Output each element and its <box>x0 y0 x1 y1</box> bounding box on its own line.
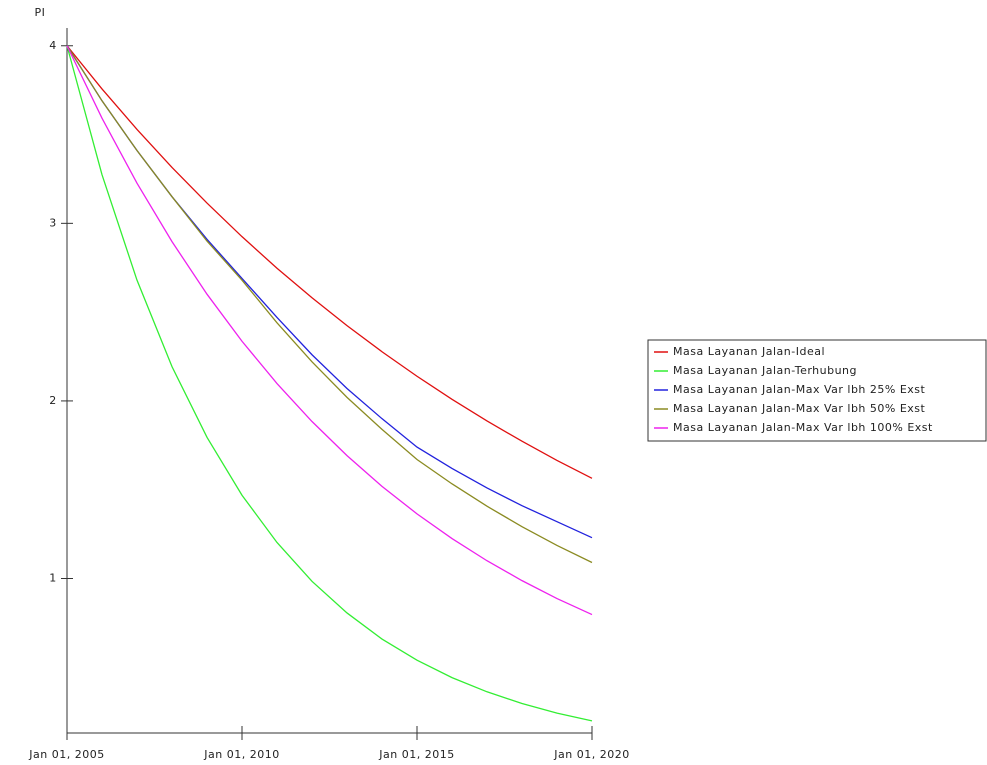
legend-label: Masa Layanan Jalan-Max Var lbh 50% Exst <box>673 402 926 415</box>
x-tick-label: Jan 01, 2010 <box>203 748 279 761</box>
y-tick-label: 3 <box>49 216 57 229</box>
y-tick-label: 4 <box>49 39 57 52</box>
y-axis-label: PI <box>35 6 46 19</box>
series-line <box>67 46 592 721</box>
legend-label: Masa Layanan Jalan-Ideal <box>673 345 825 358</box>
legend-label: Masa Layanan Jalan-Terhubung <box>673 364 857 377</box>
series-line <box>67 46 592 538</box>
legend-label: Masa Layanan Jalan-Max Var lbh 100% Exst <box>673 421 933 434</box>
x-tick-label: Jan 01, 2015 <box>378 748 454 761</box>
series-line <box>67 46 592 479</box>
legend: Masa Layanan Jalan-Ideal Masa Layanan Jal… <box>648 340 986 441</box>
x-tick-label: Jan 01, 2020 <box>553 748 629 761</box>
y-tick-label: 1 <box>49 572 57 585</box>
y-tick-label: 2 <box>49 394 57 407</box>
series-line <box>67 46 592 615</box>
series-line <box>67 46 592 563</box>
chart: PI 1 2 3 4 Jan 01, 2005 Jan 01, 2010 Jan 01, 2… <box>0 0 987 765</box>
x-tick-label: Jan 01, 2005 <box>28 748 104 761</box>
legend-label: Masa Layanan Jalan-Max Var lbh 25% Exst <box>673 383 926 396</box>
